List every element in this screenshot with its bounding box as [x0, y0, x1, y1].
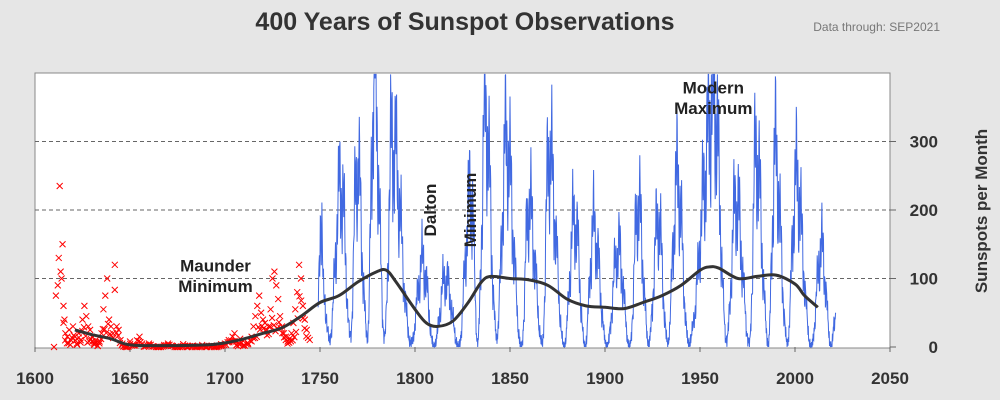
observation-point	[290, 333, 298, 341]
observation-point	[114, 332, 122, 340]
observation-point	[100, 305, 107, 313]
observation-point	[296, 292, 303, 300]
annotation-label: Maximum	[674, 99, 752, 118]
observation-point	[101, 292, 109, 299]
observation-point	[111, 286, 119, 294]
observation-point	[272, 281, 280, 289]
observation-point	[133, 336, 141, 344]
observation-point	[86, 326, 94, 334]
observation-point	[295, 261, 303, 269]
observation-point	[288, 329, 295, 337]
annotation-label: Modern	[683, 79, 744, 98]
observation-point	[54, 281, 62, 289]
annotation-label: Dalton	[421, 184, 440, 237]
observation-point	[301, 324, 308, 332]
observation-point	[255, 292, 263, 299]
observation-point	[271, 268, 278, 276]
observation-point	[58, 275, 65, 282]
observation-point	[293, 288, 301, 296]
observation-point	[282, 336, 290, 344]
observation-point	[113, 329, 120, 337]
observation-point	[69, 323, 77, 330]
y-axis-label: Sunspots per Month	[972, 129, 991, 293]
observation-point	[115, 326, 122, 334]
observation-point	[292, 328, 300, 336]
observation-point	[57, 268, 65, 276]
observation-point	[284, 340, 291, 347]
observation-point	[268, 314, 276, 322]
observation-point	[75, 334, 83, 341]
observation-point	[111, 261, 119, 269]
annotation-label: Minimum	[461, 173, 480, 248]
annotation-label: Minimum	[178, 277, 253, 296]
x-tick-label: 1950	[681, 369, 719, 388]
observation-point	[82, 312, 90, 320]
observation-point	[274, 295, 282, 303]
observation-point	[297, 275, 305, 282]
observation-point	[59, 240, 66, 248]
observation-point	[70, 331, 78, 339]
observation-point	[252, 312, 259, 320]
observation-point	[113, 323, 121, 330]
observation-point	[275, 318, 283, 326]
x-tick-label: 1600	[16, 369, 54, 388]
y-tick-label: 200	[910, 201, 938, 220]
observation-point	[60, 302, 67, 310]
observation-point	[56, 182, 64, 190]
observation-point	[96, 340, 103, 347]
observation-point	[55, 254, 63, 262]
observation-point	[101, 325, 108, 333]
y-tick-label: 0	[929, 338, 938, 357]
observation-point	[80, 323, 88, 331]
x-tick-label: 1900	[586, 369, 624, 388]
observation-point	[289, 336, 296, 344]
observation-point	[297, 297, 305, 304]
observation-point	[103, 275, 111, 282]
observation-point	[257, 309, 265, 317]
x-tick-label: 1700	[206, 369, 244, 388]
observation-point	[291, 305, 299, 313]
observation-point	[77, 339, 84, 346]
observation-point	[259, 316, 267, 323]
observation-point	[105, 316, 113, 323]
observation-point	[52, 292, 60, 299]
observation-point	[50, 343, 58, 351]
observation-point	[231, 329, 238, 337]
observation-point	[269, 275, 276, 282]
chart-title: 400 Years of Sunspot Observations	[255, 8, 675, 36]
observation-point	[232, 341, 240, 349]
observation-point	[279, 329, 286, 337]
observation-point	[267, 305, 274, 313]
observation-point	[239, 342, 247, 350]
observation-point	[73, 341, 81, 348]
observation-point	[306, 336, 314, 344]
smoothed-trend-line	[74, 265, 819, 348]
observation-point	[81, 302, 88, 310]
observation-point	[104, 320, 112, 328]
x-tick-label: 1750	[301, 369, 339, 388]
y-tick-label: 300	[910, 133, 938, 152]
annotation-label: Maunder	[180, 257, 251, 276]
observation-point	[60, 319, 67, 327]
x-tick-label: 2000	[776, 369, 814, 388]
x-tick-label: 2050	[871, 369, 909, 388]
data-through-note: Data through: SEP2021	[813, 20, 940, 34]
observation-point	[63, 339, 71, 347]
observation-point	[276, 312, 284, 320]
x-tick-label: 1850	[491, 369, 529, 388]
observation-point	[253, 302, 261, 310]
y-tick-label: 100	[910, 270, 938, 289]
x-tick-label: 1650	[111, 369, 149, 388]
observation-point	[299, 302, 307, 310]
x-tick-label: 1800	[396, 369, 434, 388]
